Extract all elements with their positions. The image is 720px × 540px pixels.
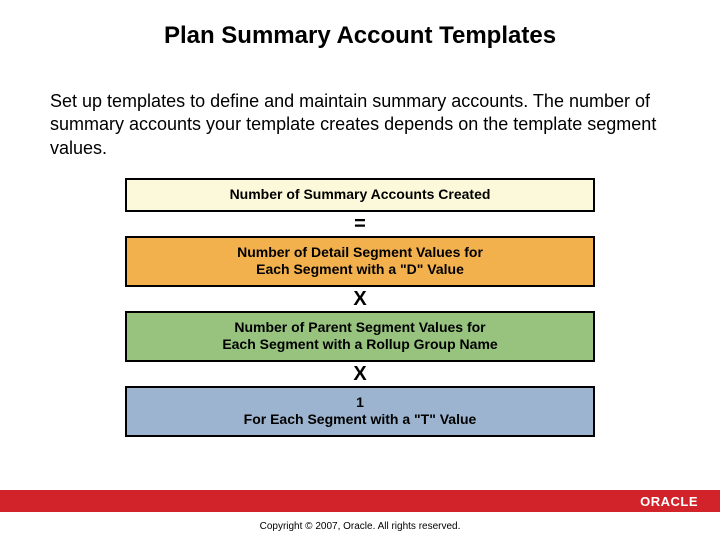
box-detail-segment: Number of Detail Segment Values forEach …: [125, 236, 595, 287]
multiply-operator-2: X: [353, 364, 366, 384]
body-text: Set up templates to define and maintain …: [0, 50, 720, 160]
box-summary-accounts: Number of Summary Accounts Created: [125, 178, 595, 212]
multiply-operator-1: X: [353, 289, 366, 309]
formula-diagram: Number of Summary Accounts Created = Num…: [0, 178, 720, 437]
copyright-text: Copyright © 2007, Oracle. All rights res…: [0, 521, 720, 532]
box-t-value: 1For Each Segment with a "T" Value: [125, 386, 595, 437]
footer-bar: ORACLE: [0, 490, 720, 512]
box-parent-segment: Number of Parent Segment Values forEach …: [125, 311, 595, 362]
equals-operator: =: [354, 214, 366, 234]
slide: Plan Summary Account Templates Set up te…: [0, 0, 720, 540]
slide-title: Plan Summary Account Templates: [0, 0, 720, 50]
oracle-logo: ORACLE: [640, 494, 698, 509]
